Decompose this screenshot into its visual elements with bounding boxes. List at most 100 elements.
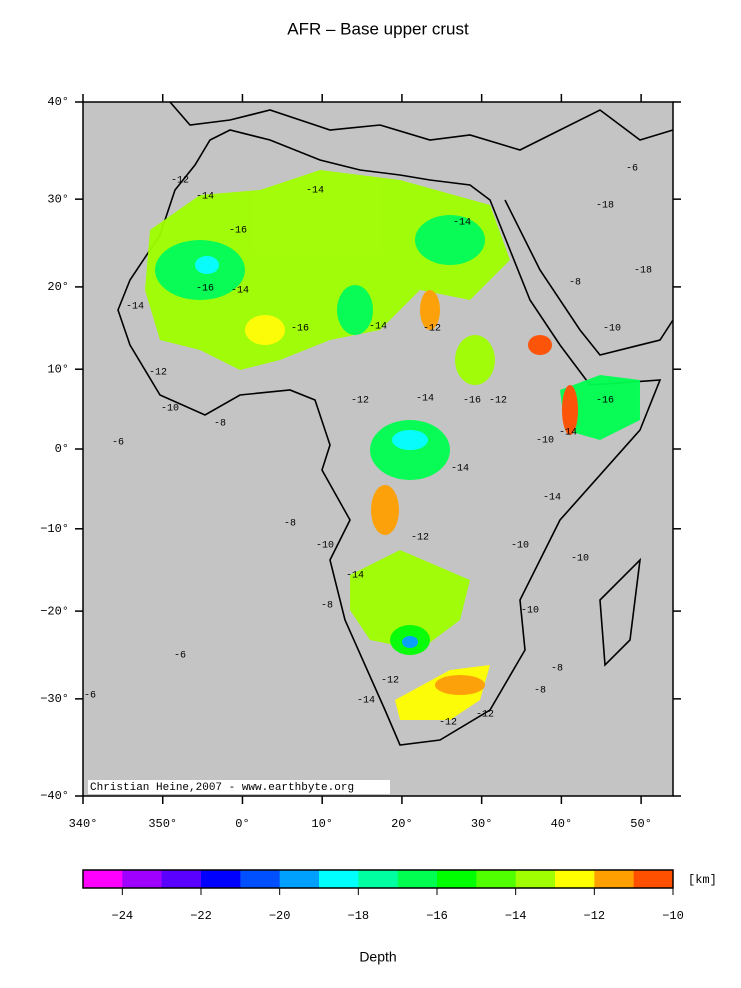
contour-label: -10: [521, 606, 539, 617]
contour-label: -12: [171, 176, 189, 187]
x-tick-label: 20°: [391, 817, 413, 831]
contour-label: -8: [214, 419, 226, 430]
colorbar-bin: [594, 870, 635, 888]
depth-patch: [392, 430, 428, 450]
contour-label: -14: [369, 322, 387, 333]
contour-label: -16: [196, 284, 214, 295]
colorbar-bin: [437, 870, 477, 888]
x-tick-label: 10°: [311, 817, 333, 831]
contour-label: -14: [543, 493, 561, 504]
contour-label: -6: [84, 691, 96, 702]
depth-patch: [402, 636, 418, 648]
contour-label: -8: [551, 664, 563, 675]
colorbar-bin: [240, 870, 281, 888]
depth-patch: [145, 170, 510, 370]
contour-label: -6: [626, 164, 638, 175]
colorbar-tick-label: −18: [348, 909, 370, 923]
y-tick-label: 0°: [55, 442, 69, 456]
depth-patch: [195, 256, 219, 274]
colorbar-tick-label: −12: [584, 909, 606, 923]
x-tick-label: 0°: [235, 817, 249, 831]
colorbar-tick-label: −16: [426, 909, 448, 923]
contour-label: -10: [161, 404, 179, 415]
contour-label: -10: [603, 324, 621, 335]
contour-label: -14: [357, 696, 375, 707]
colorbar-bin: [122, 870, 163, 888]
depth-patch: [420, 290, 440, 330]
contour-label: -12: [381, 676, 399, 687]
x-tick-label: 40°: [551, 817, 573, 831]
y-tick-label: 40°: [47, 95, 69, 109]
credit-box: [88, 780, 390, 794]
europe-coast: [169, 101, 674, 151]
colorbar-bin: [515, 870, 556, 888]
contour-label: -18: [596, 201, 614, 212]
depth-patch: [455, 335, 495, 385]
contour-label: -10: [511, 541, 529, 552]
colorbar-bin: [555, 870, 595, 888]
contour-label: -8: [321, 601, 333, 612]
contour-label: -14: [306, 186, 324, 197]
continent: [117, 101, 674, 746]
colorbar-bin: [201, 870, 241, 888]
contour-label: -6: [174, 651, 186, 662]
y-tick-label: −30°: [40, 692, 69, 706]
contour-label: -12: [149, 368, 167, 379]
x-tick-label: 30°: [471, 817, 493, 831]
contour-label: -16: [596, 396, 614, 407]
colorbar-tick-label: −20: [269, 909, 291, 923]
depth-patch: [528, 335, 552, 355]
contour-label: -12: [489, 396, 507, 407]
title: AFR – Base upper crust: [287, 19, 469, 38]
depth-patch: [371, 485, 399, 535]
contour-label: -12: [351, 396, 369, 407]
colorbar-bin: [476, 870, 517, 888]
contour-label: -16: [291, 324, 309, 335]
y-tick-label: −10°: [40, 522, 69, 536]
contour-label: -8: [284, 519, 296, 530]
contour-label: -14: [196, 192, 214, 203]
contour-label: -16: [463, 396, 481, 407]
contour-label: -10: [536, 436, 554, 447]
colorbar-bin: [83, 870, 123, 888]
colorbar-bin: [358, 870, 399, 888]
contour-label: -12: [439, 718, 457, 729]
depth-patch: [435, 675, 485, 695]
contour-label: -10: [571, 554, 589, 565]
credit: Christian Heine,2007 - www.earthbyte.org: [90, 782, 354, 794]
depth-patch: [337, 285, 373, 335]
contour-label: -16: [229, 226, 247, 237]
depth-patch: [562, 385, 578, 435]
contour-label: -6: [112, 438, 124, 449]
depth-patch: [245, 315, 285, 345]
contour-label: -8: [569, 278, 581, 289]
colorbar-bin: [397, 870, 438, 888]
contour-label: -14: [126, 302, 144, 313]
y-tick-label: −40°: [40, 789, 69, 803]
contour-label: -14: [231, 286, 249, 297]
y-tick-label: 20°: [47, 280, 69, 294]
depth-patch: [415, 215, 485, 265]
y-tick-label: −20°: [40, 604, 69, 618]
madagascar-coast: [599, 557, 642, 667]
colorbar-tick-label: −24: [112, 909, 134, 923]
contour-label: -10: [316, 541, 334, 552]
colorbar-bin: [161, 870, 202, 888]
arabia-coast: [504, 199, 674, 356]
colorbar-frame: [82, 869, 674, 889]
contour-label: -12: [411, 533, 429, 544]
contour-label: -8: [534, 686, 546, 697]
colorbar-tick-label: −22: [190, 909, 212, 923]
colorbar-label: Depth: [359, 949, 396, 965]
contour-label: -14: [559, 428, 577, 439]
depth-patch: [350, 550, 470, 650]
contour-label: -18: [634, 266, 652, 277]
colorbar-bin: [319, 870, 359, 888]
y-tick-label: 10°: [47, 362, 69, 376]
x-tick-label: 50°: [630, 817, 652, 831]
x-tick-label: 340°: [69, 817, 98, 831]
colorbar-tick-label: −14: [505, 909, 527, 923]
contour-label: -12: [476, 710, 494, 721]
colorbar-unit: [km]: [688, 873, 717, 887]
